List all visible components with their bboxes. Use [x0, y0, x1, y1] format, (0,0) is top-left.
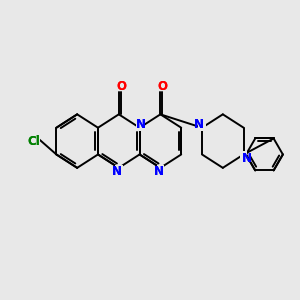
Bar: [157, 84, 164, 90]
Text: N: N: [112, 165, 122, 178]
Text: N: N: [242, 152, 252, 164]
Text: N: N: [154, 165, 164, 178]
Text: N: N: [112, 165, 122, 178]
Text: N: N: [194, 118, 203, 130]
Text: O: O: [158, 80, 168, 93]
Bar: [240, 151, 247, 158]
Bar: [198, 124, 206, 131]
Text: N: N: [242, 152, 252, 164]
Bar: [28, 138, 40, 144]
Bar: [115, 165, 122, 171]
Bar: [157, 165, 164, 171]
Text: N: N: [136, 118, 146, 130]
Bar: [136, 124, 143, 131]
Text: N: N: [136, 118, 146, 130]
Bar: [116, 84, 122, 90]
Text: Cl: Cl: [28, 135, 40, 148]
Text: Cl: Cl: [28, 135, 40, 148]
Text: O: O: [158, 80, 168, 93]
Text: N: N: [194, 118, 203, 130]
Text: O: O: [116, 80, 126, 93]
Text: N: N: [154, 165, 164, 178]
Text: O: O: [116, 80, 126, 93]
